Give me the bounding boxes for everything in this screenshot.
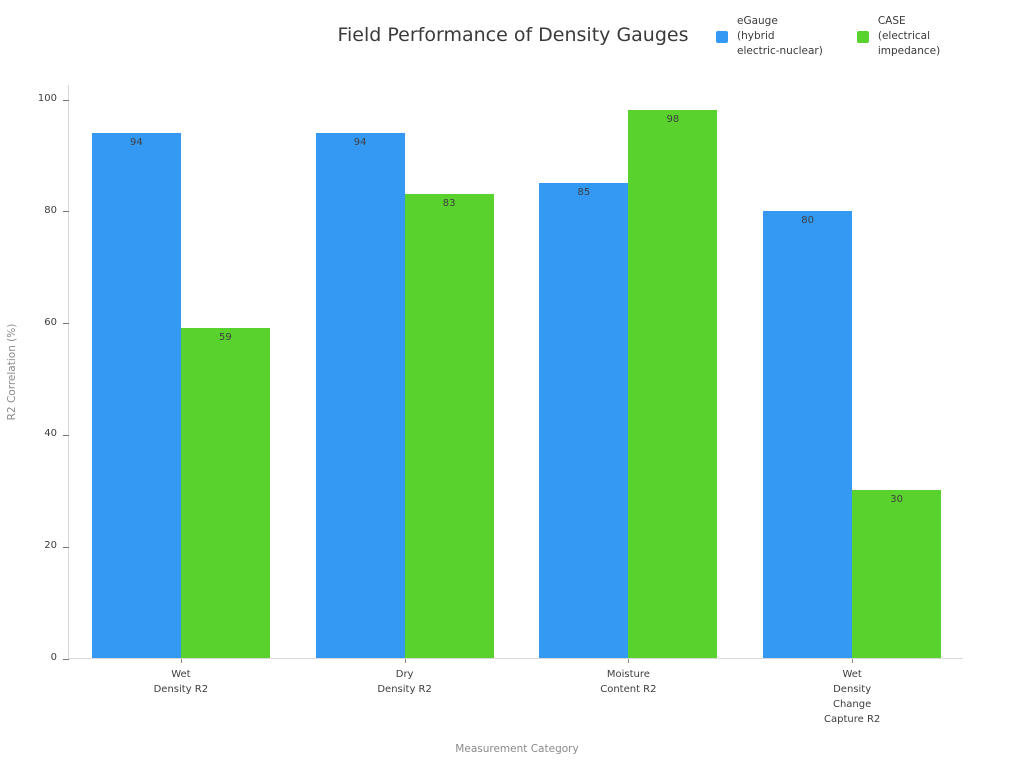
bar-value-label: 98 (666, 114, 680, 126)
plot-area: 0 20 40 60 80 100 94 59 Wet Density R2 94 83 Dry De… (38, 85, 963, 725)
legend-label: eGauge (hybrid electric-nuclear) (737, 15, 823, 57)
y-tick (63, 99, 69, 101)
bar-case-2: 98 (628, 110, 718, 658)
chart-title: Field Performance of Density Gauges (337, 24, 689, 46)
x-tick-label: Wet Density R2 (153, 669, 209, 695)
bar-value-label: 59 (219, 332, 232, 344)
bar-egauge-0: 94 (91, 132, 181, 658)
legend-item-egauge: eGauge (hybrid electric-nuclear) (716, 14, 823, 59)
bar-egauge-1: 94 (315, 132, 405, 658)
y-tick-label: 40 (44, 428, 57, 440)
bar-case-3: 30 (852, 490, 942, 658)
bar-egauge-3: 80 (763, 210, 853, 658)
x-tick (628, 659, 630, 663)
legend-item-case: CASE (electrical impedance) (856, 14, 941, 59)
x-tick-label: Wet Density Change Capture R2 (824, 669, 881, 725)
bar-value-label: 83 (442, 198, 456, 210)
y-tick (63, 434, 69, 436)
bar-value-label: 80 (801, 214, 814, 226)
y-tick (63, 546, 69, 548)
legend-label: CASE (electrical impedance) (877, 15, 941, 57)
y-tick-label: 100 (37, 93, 57, 104)
bar-value-label: 94 (130, 136, 143, 148)
bar-value-label: 30 (890, 494, 903, 506)
bar-egauge-2: 85 (539, 182, 629, 658)
y-tick-label: 60 (44, 316, 57, 328)
x-axis-title: Measurement Category (455, 743, 579, 755)
legend-swatch (716, 30, 728, 43)
y-tick-label: 0 (50, 652, 57, 663)
x-tick-label: Moisture Content R2 (600, 669, 657, 695)
legend-swatch (856, 30, 869, 43)
y-tick-label: 80 (44, 204, 57, 216)
y-axis-title: R2 Correlation (%) (6, 323, 18, 421)
x-tick (180, 659, 182, 663)
y-tick (63, 323, 69, 325)
x-tick-label: Dry Density R2 (377, 669, 432, 695)
x-tick (852, 659, 854, 663)
y-tick (63, 658, 69, 660)
x-tick (404, 659, 406, 663)
y-tick-label: 20 (44, 540, 57, 552)
bar-value-label: 85 (577, 186, 591, 198)
bar-value-label: 94 (353, 136, 367, 148)
y-tick (63, 211, 69, 213)
bar-case-1: 83 (404, 194, 494, 658)
bar-case-0: 59 (180, 328, 270, 658)
legend: eGauge (hybrid electric-nuclear) CASE (e… (716, 14, 940, 59)
